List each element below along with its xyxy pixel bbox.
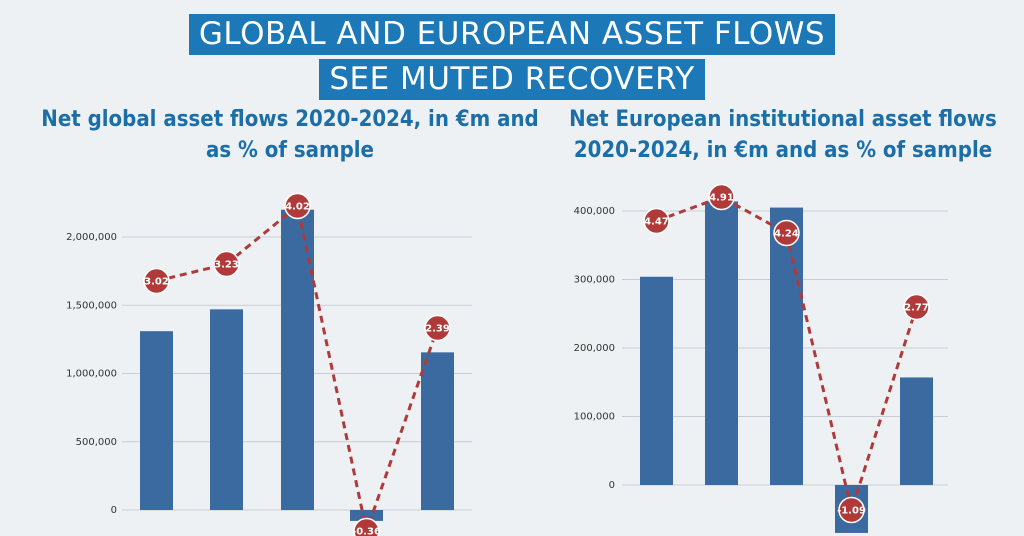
bar-2023: [350, 510, 383, 521]
bar-2021: [705, 201, 738, 485]
percent-line: [156, 203, 439, 536]
percent-label: 3.23: [214, 260, 239, 271]
right-chart-title: Net European institutional asset flows 2…: [569, 107, 997, 163]
y-tick-label: 400,000: [574, 206, 615, 217]
y-tick-label: 300,000: [574, 275, 615, 286]
y-tick-label: 500,000: [76, 437, 117, 448]
y-tick-label: 0: [111, 505, 117, 516]
bar-2020: [140, 331, 173, 510]
bar-2020: [640, 276, 673, 485]
percent-marker: [353, 517, 380, 536]
percent-label: -0.36: [352, 527, 381, 536]
y-tick-label: 100,000: [574, 412, 615, 423]
bar-2022: [281, 209, 314, 510]
european-chart: 0 100,000 200,000 300,000 400,000 4.47 4.91 4.2…: [574, 183, 948, 533]
percent-label: -1.09: [837, 506, 866, 517]
bar-2024: [421, 352, 454, 510]
percent-label: 2.39: [425, 324, 450, 335]
percent-marker: [708, 183, 735, 211]
percent-label: 4.02: [285, 202, 310, 213]
bar-2024: [900, 377, 933, 485]
headline-line-2: SEE MUTED RECOVERY: [319, 59, 705, 100]
percent-label: 3.02: [144, 277, 169, 288]
left-chart-title: Net global asset flows 2020-2024, in €m …: [41, 107, 539, 163]
percent-label: 2.77: [904, 303, 929, 314]
percent-label: 4.24: [774, 229, 799, 240]
y-tick-label: 200,000: [574, 343, 615, 354]
percent-marker: [903, 293, 930, 321]
bar-2022: [770, 207, 803, 485]
bar-2021: [210, 309, 243, 510]
percent-label: 4.91: [709, 193, 734, 204]
headline-banner: GLOBAL AND EUROPEAN ASSET FLOWS SEE MUTE…: [0, 14, 1024, 100]
percent-marker: [143, 267, 170, 295]
percent-marker: [643, 207, 670, 235]
percent-marker: [213, 250, 240, 278]
y-tick-label: 0: [609, 480, 615, 491]
percent-marker: [838, 496, 865, 524]
y-tick-label: 2,000,000: [66, 232, 117, 243]
y-tick-label: 1,500,000: [66, 300, 117, 311]
percent-marker: [284, 192, 311, 220]
percent-marker: [773, 219, 800, 247]
global-chart: 0 500,000 1,000,000 1,500,000 2,000,000 3.02 3…: [66, 192, 472, 536]
percent-marker: [424, 314, 451, 342]
percent-label: 4.47: [644, 217, 669, 228]
headline-line-1: GLOBAL AND EUROPEAN ASSET FLOWS: [188, 14, 836, 55]
y-tick-label: 1,000,000: [66, 369, 117, 380]
